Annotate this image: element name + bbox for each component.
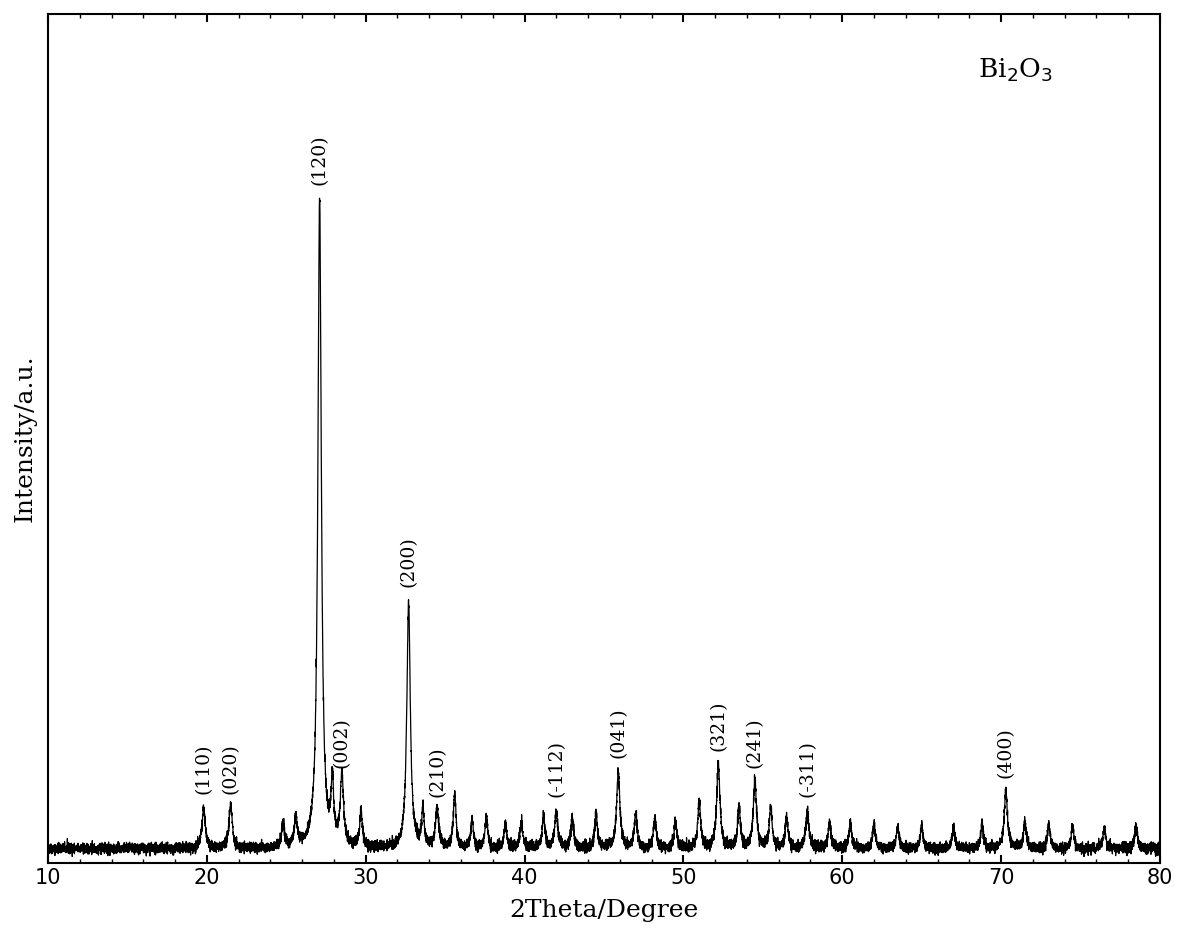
X-axis label: 2Theta/Degree: 2Theta/Degree (509, 899, 699, 922)
Text: (-311): (-311) (799, 740, 817, 797)
Text: (020): (020) (222, 743, 240, 794)
Text: (002): (002) (332, 717, 351, 768)
Text: (321): (321) (710, 701, 728, 752)
Text: Bi$_2$O$_3$: Bi$_2$O$_3$ (978, 56, 1053, 84)
Text: (210): (210) (429, 747, 446, 797)
Text: (041): (041) (609, 708, 627, 758)
Text: (120): (120) (311, 135, 329, 185)
Text: (400): (400) (997, 727, 1015, 778)
Text: (200): (200) (400, 536, 418, 587)
Text: (-112): (-112) (547, 740, 565, 797)
Text: (110): (110) (195, 743, 212, 794)
Text: (241): (241) (745, 717, 764, 768)
Y-axis label: Intensity/a.u.: Intensity/a.u. (14, 355, 37, 522)
